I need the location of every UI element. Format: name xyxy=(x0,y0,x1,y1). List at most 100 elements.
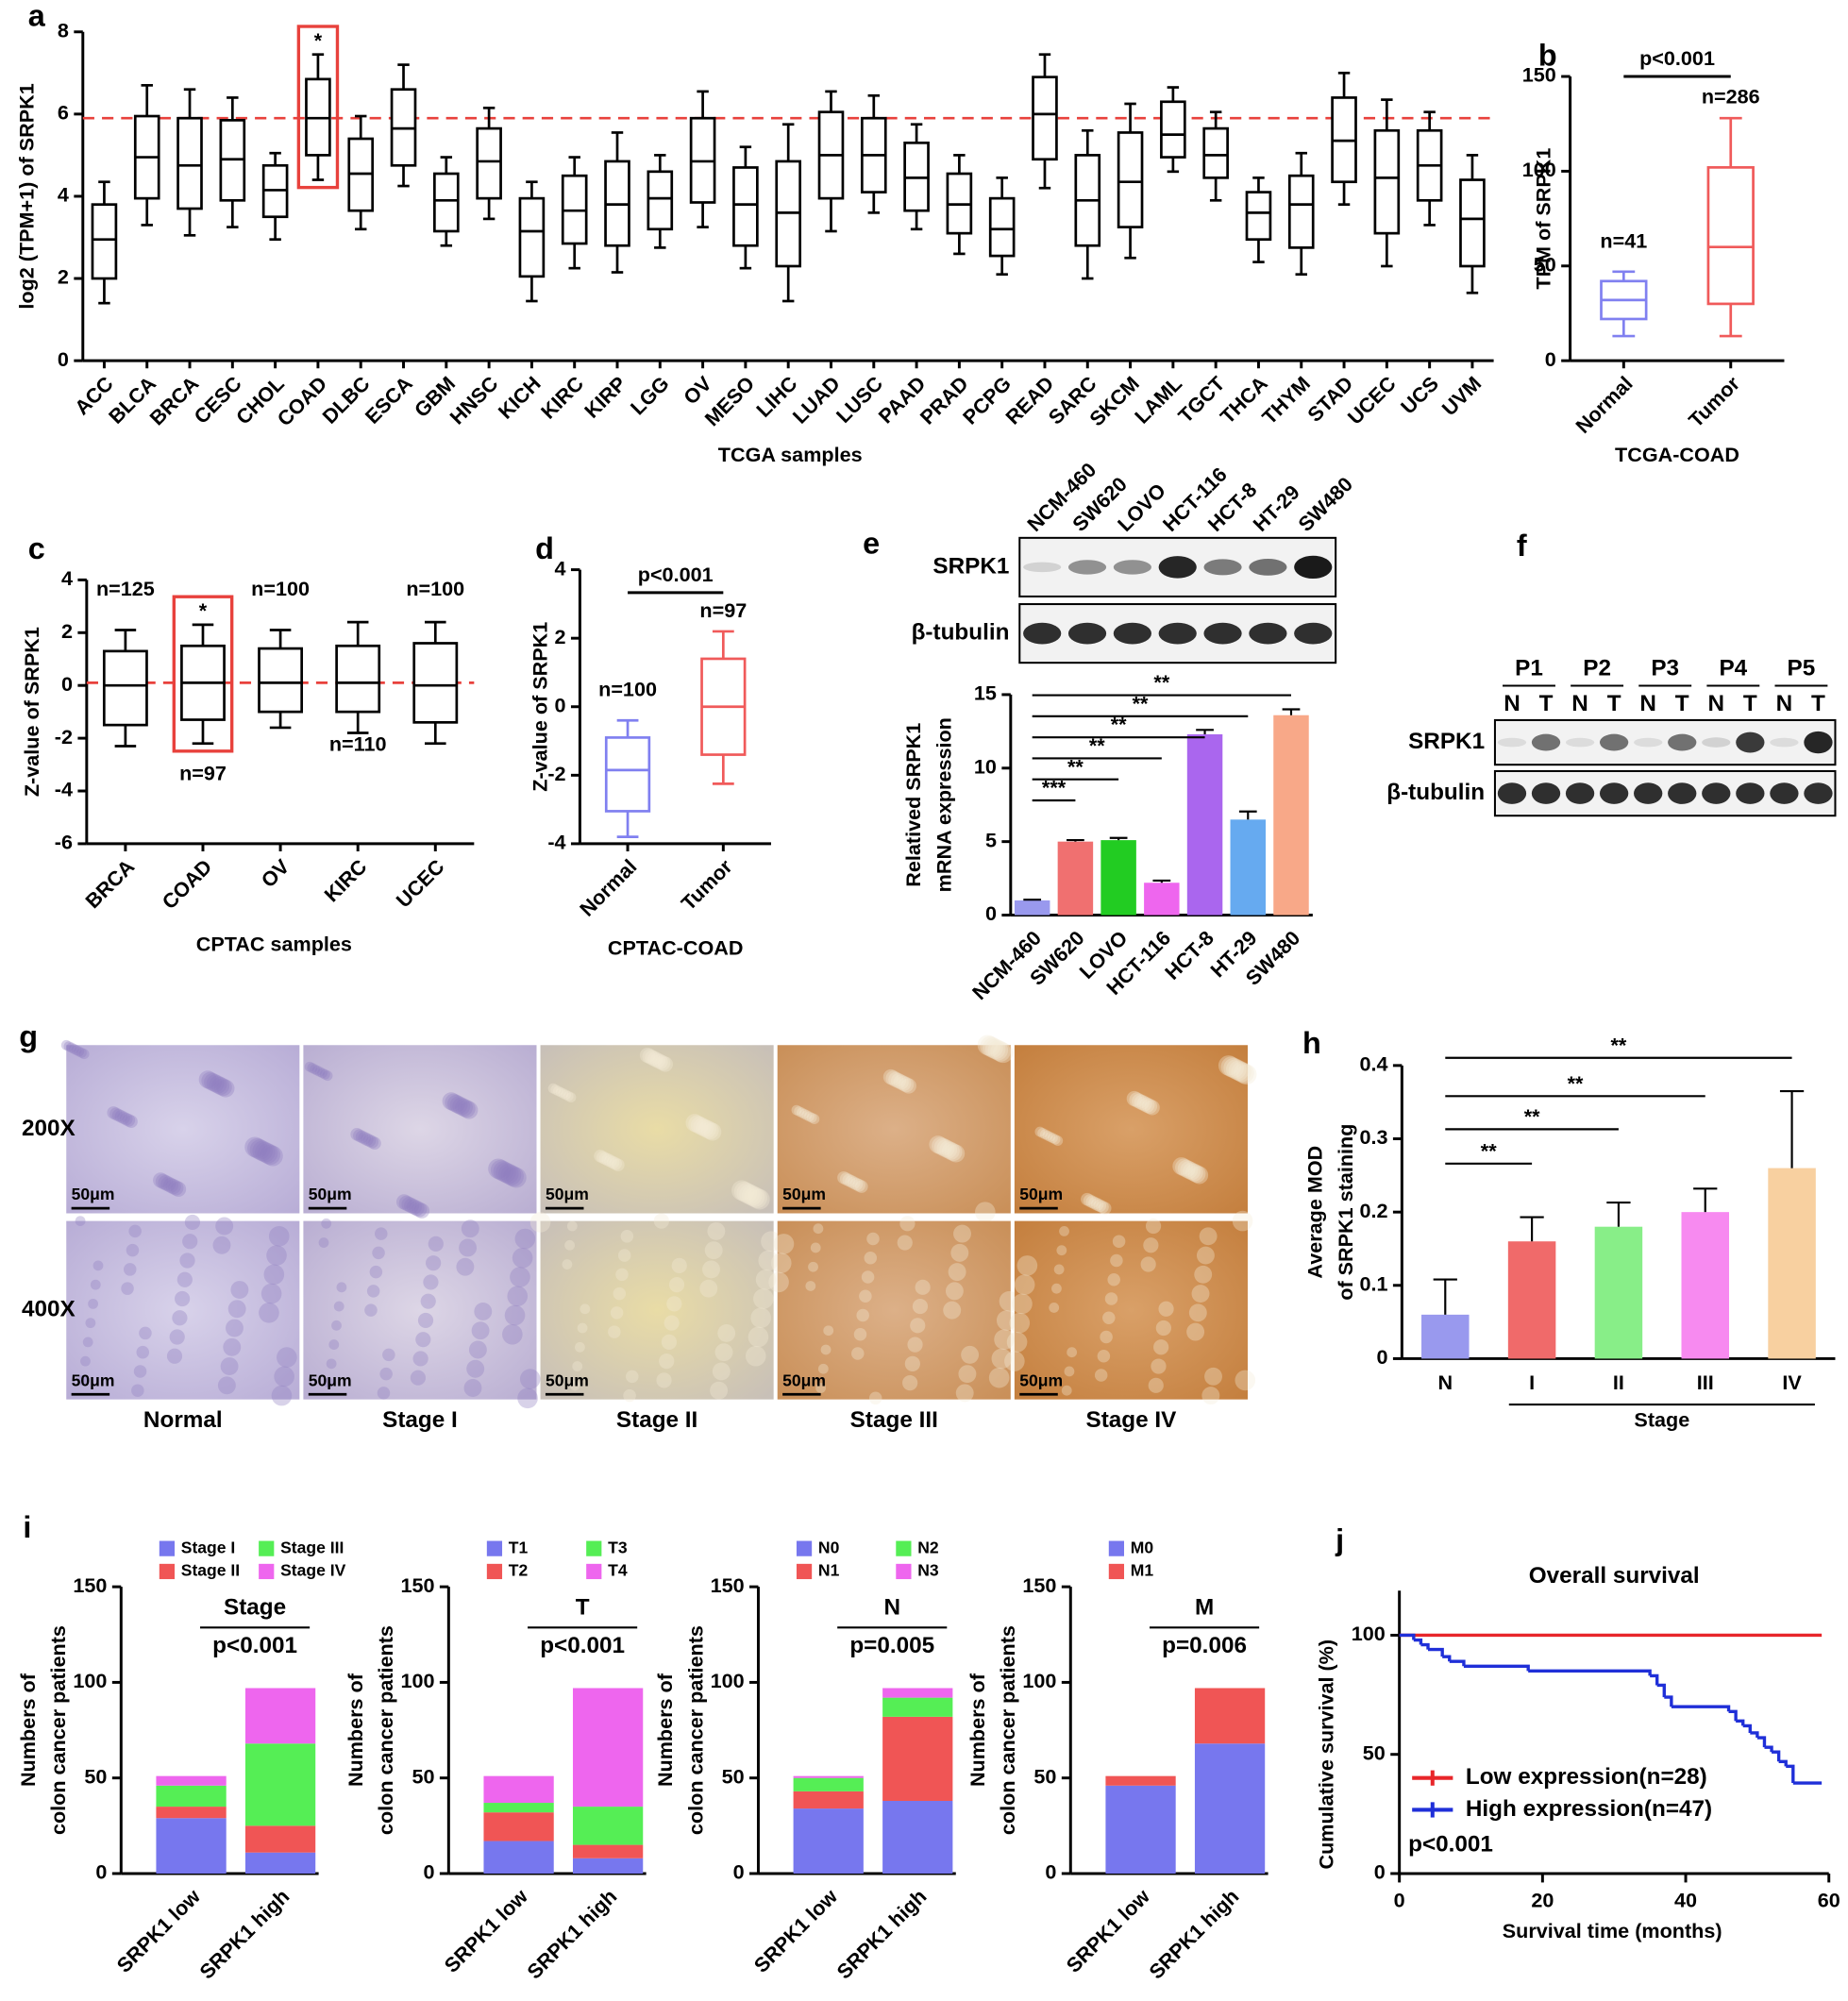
x-tick-label: UVM xyxy=(1437,372,1487,421)
texture xyxy=(321,1218,332,1229)
micrograph xyxy=(1014,1220,1248,1400)
texture xyxy=(263,1264,285,1286)
survival-step xyxy=(1399,1633,1416,1640)
bar xyxy=(1186,733,1223,916)
y-tick-label: 100 xyxy=(73,1669,107,1692)
legend-label: T2 xyxy=(509,1561,529,1580)
blot-row-label: SRPK1 xyxy=(932,553,1009,579)
texture xyxy=(1218,1055,1239,1076)
texture xyxy=(604,1154,617,1168)
bar-segment xyxy=(244,1825,316,1853)
texture xyxy=(652,1053,668,1069)
texture xyxy=(1134,1094,1151,1111)
blot-band xyxy=(1294,555,1333,580)
magnification-label: 400X xyxy=(22,1297,76,1322)
texture xyxy=(277,1347,297,1368)
texture xyxy=(1012,1293,1033,1315)
texture xyxy=(861,1270,875,1284)
texture xyxy=(806,1112,817,1123)
blot-band xyxy=(1702,737,1731,748)
texture xyxy=(804,1111,815,1122)
texture xyxy=(80,1355,91,1367)
micrograph xyxy=(1014,1045,1248,1214)
texture xyxy=(645,1050,661,1066)
y-tick-label: 100 xyxy=(711,1669,745,1692)
texture xyxy=(517,1387,538,1409)
texture xyxy=(404,1198,420,1214)
texture xyxy=(1009,1312,1031,1334)
x-tick-label: TGCT xyxy=(1173,372,1229,428)
texture xyxy=(750,1307,771,1329)
texture xyxy=(326,1358,337,1370)
significance-label: ** xyxy=(1481,1138,1497,1162)
texture xyxy=(1235,1064,1257,1085)
x-tick-label: LGG xyxy=(626,372,674,420)
panel-label: f xyxy=(1517,529,1527,563)
bar-segment xyxy=(882,1801,953,1874)
texture xyxy=(697,1119,716,1138)
texture xyxy=(417,1312,434,1329)
texture xyxy=(529,1212,551,1233)
texture xyxy=(71,1045,82,1056)
texture xyxy=(699,1279,718,1298)
bar-segment xyxy=(156,1785,227,1808)
bar-segment xyxy=(572,1807,644,1845)
x-tick-label: KIRC xyxy=(536,372,588,424)
survival-step xyxy=(1442,1655,1452,1662)
texture xyxy=(331,1320,342,1331)
y-tick-label: 0.4 xyxy=(1359,1052,1387,1076)
blot-band xyxy=(1023,562,1062,573)
bar-segment xyxy=(244,1852,316,1874)
x-tick-label: KIRP xyxy=(580,372,630,423)
texture xyxy=(119,1112,133,1126)
texture xyxy=(1234,1063,1254,1084)
texture xyxy=(868,1391,882,1405)
y-tick-label: -6 xyxy=(55,831,73,854)
texture xyxy=(1129,1092,1145,1108)
micrograph xyxy=(66,1220,300,1400)
texture xyxy=(412,1202,428,1218)
texture xyxy=(139,1326,152,1340)
texture xyxy=(961,1345,980,1364)
texture xyxy=(666,1296,682,1312)
box xyxy=(604,736,651,813)
texture xyxy=(1042,1130,1053,1141)
texture xyxy=(610,1306,624,1320)
x-tick-label: LUSC xyxy=(832,372,887,428)
texture xyxy=(994,1329,1015,1350)
texture xyxy=(659,1354,675,1370)
texture xyxy=(1034,1126,1046,1137)
texture xyxy=(201,1071,220,1090)
chart-title: M xyxy=(1195,1595,1214,1621)
texture xyxy=(1141,1098,1158,1115)
x-axis-title: CPTAC-COAD xyxy=(608,936,744,960)
blot-band xyxy=(1249,622,1287,645)
legend-swatch xyxy=(259,1540,275,1556)
bar xyxy=(1681,1212,1729,1359)
lane-label: T xyxy=(1607,691,1621,716)
blot-band xyxy=(1249,558,1287,576)
blot-band xyxy=(1634,782,1663,804)
texture xyxy=(60,1039,72,1051)
texture xyxy=(507,1286,529,1307)
p-value: p=0.006 xyxy=(1162,1633,1247,1658)
y-axis-title: Relatived SRPK1 xyxy=(901,723,925,887)
texture xyxy=(128,1224,142,1238)
texture xyxy=(866,1232,880,1246)
y-tick-label: 8 xyxy=(58,18,69,42)
survival-step xyxy=(1449,1659,1466,1667)
scale-bar-label: 50μm xyxy=(782,1370,826,1389)
texture xyxy=(365,1135,379,1149)
texture xyxy=(1143,1237,1159,1253)
texture xyxy=(212,1236,231,1254)
texture xyxy=(561,1089,571,1101)
legend-label: N3 xyxy=(917,1561,939,1580)
panel-label: j xyxy=(1335,1522,1344,1556)
texture xyxy=(423,1274,439,1290)
texture xyxy=(915,1279,931,1295)
significance-label: ** xyxy=(1611,1033,1627,1056)
blot-band xyxy=(1736,731,1765,753)
texture xyxy=(1049,1303,1060,1313)
y-tick-label: 0 xyxy=(1045,1860,1056,1884)
